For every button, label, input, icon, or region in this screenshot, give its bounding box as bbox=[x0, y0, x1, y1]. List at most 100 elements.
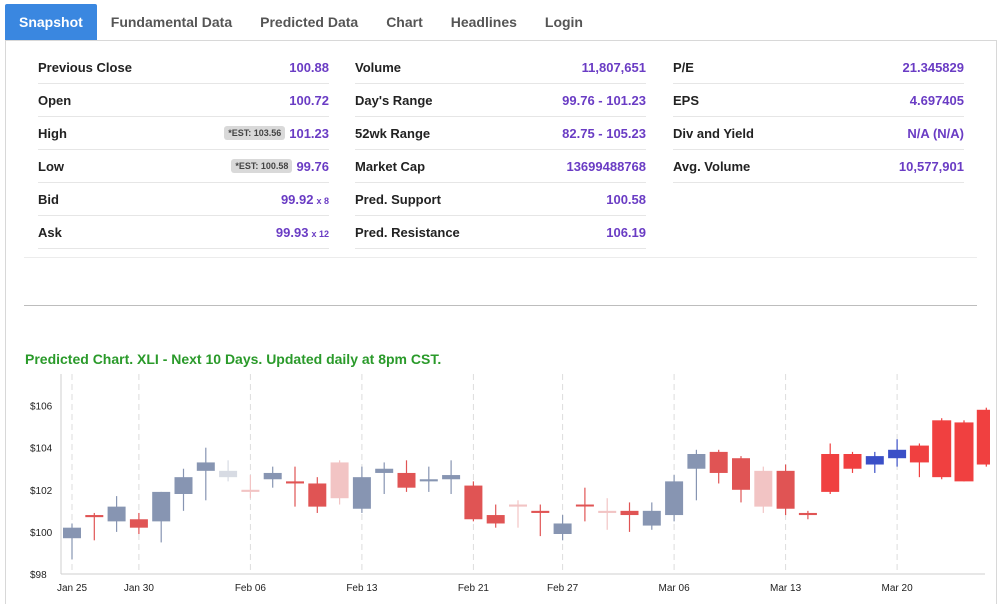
quote-column-2: Volume 11,807,651 Day's Range 99.76 - 101.… bbox=[355, 51, 646, 249]
candle-body bbox=[486, 515, 505, 524]
candle-body bbox=[798, 512, 817, 516]
stat-value: 99.93 x 12 bbox=[275, 224, 329, 240]
tab-snapshot[interactable]: Snapshot bbox=[5, 4, 97, 41]
stat-value: 21.345829 bbox=[902, 59, 964, 75]
stat-row-pe: P/E 21.345829 bbox=[673, 51, 964, 84]
stat-label: P/E bbox=[673, 59, 694, 75]
stat-label: Pred. Resistance bbox=[355, 224, 460, 240]
y-tick-label: $100 bbox=[30, 528, 53, 539]
estimate-badge: *EST: 103.56 bbox=[224, 126, 286, 140]
stat-value: 99.92 x 8 bbox=[280, 191, 329, 207]
candle-body bbox=[196, 462, 215, 471]
quote-column-3: P/E 21.345829 EPS 4.697405 Div and Yield N/… bbox=[673, 51, 964, 183]
candle-body bbox=[352, 477, 371, 509]
y-tick-label: $106 bbox=[30, 402, 53, 413]
stat-row-days-range: Day's Range 99.76 - 101.23 bbox=[355, 84, 646, 117]
x-tick-label: Feb 27 bbox=[547, 583, 579, 594]
candle-body bbox=[397, 472, 416, 488]
x-tick-label: Mar 13 bbox=[770, 583, 802, 594]
tab-predicted-data[interactable]: Predicted Data bbox=[260, 14, 359, 30]
stat-row-pred-support: Pred. Support 100.58 bbox=[355, 183, 646, 216]
candle-body bbox=[375, 468, 394, 473]
tab-login[interactable]: Login bbox=[544, 14, 583, 30]
candle-body bbox=[308, 483, 327, 507]
y-tick-label: $102 bbox=[30, 486, 53, 497]
stat-value: 100.58 bbox=[606, 191, 646, 207]
stat-value: 106.19 bbox=[606, 224, 646, 240]
tab-headlines[interactable]: Headlines bbox=[450, 14, 517, 30]
stat-value: 13699488768 bbox=[566, 158, 646, 174]
stat-label: Div and Yield bbox=[673, 125, 754, 141]
candle-body bbox=[241, 489, 260, 492]
x-tick-label: Mar 06 bbox=[659, 583, 691, 594]
stat-label: High bbox=[38, 125, 67, 141]
candle-body bbox=[732, 458, 750, 490]
candle-body bbox=[932, 420, 952, 478]
candle-body bbox=[865, 456, 884, 465]
stat-value: 100.72 bbox=[289, 92, 329, 108]
tab-divider bbox=[5, 40, 997, 41]
y-tick-label: $104 bbox=[30, 444, 53, 455]
candle-body bbox=[687, 454, 706, 469]
candle-body bbox=[709, 451, 728, 473]
x-tick-label: Feb 21 bbox=[458, 583, 490, 594]
x-tick-label: Mar 20 bbox=[882, 583, 914, 594]
candle-body bbox=[509, 504, 527, 507]
stat-label: EPS bbox=[673, 92, 700, 108]
stat-row-bid: Bid 99.92 x 8 bbox=[38, 183, 329, 216]
stat-value: 11,807,651 bbox=[581, 59, 646, 75]
stat-row-avg-volume: Avg. Volume 10,577,901 bbox=[673, 150, 964, 183]
candle-body bbox=[63, 527, 81, 539]
size-suffix: x 8 bbox=[316, 195, 329, 206]
candle-body bbox=[85, 515, 104, 518]
candle-body bbox=[464, 485, 483, 520]
candle-body bbox=[954, 422, 974, 482]
stat-label: Ask bbox=[38, 224, 62, 240]
candle-body bbox=[107, 506, 126, 522]
stat-value: 4.697405 bbox=[909, 92, 964, 108]
stat-value: 99.76 - 101.23 bbox=[562, 92, 646, 108]
candle-body bbox=[598, 510, 617, 513]
tab-bar: Snapshot Fundamental Data Predicted Data… bbox=[5, 4, 597, 41]
stat-row-open: Open 100.72 bbox=[38, 84, 329, 117]
stat-value: 10,577,901 bbox=[898, 158, 964, 174]
candle-body bbox=[642, 510, 661, 526]
candle-body bbox=[553, 523, 572, 534]
stat-label: Previous Close bbox=[38, 59, 132, 75]
stat-label: Open bbox=[38, 92, 72, 108]
x-tick-label: Jan 30 bbox=[124, 583, 154, 594]
divider bbox=[24, 257, 977, 258]
stat-row-52wk-range: 52wk Range 82.75 - 105.23 bbox=[355, 117, 646, 150]
candle-body bbox=[442, 475, 461, 480]
stat-row-div-yield: Div and Yield N/A (N/A) bbox=[673, 117, 964, 150]
candle-body bbox=[620, 510, 639, 516]
stat-row-previous-close: Previous Close 100.88 bbox=[38, 51, 329, 84]
x-tick-label: Feb 13 bbox=[346, 583, 378, 594]
stat-label: Avg. Volume bbox=[673, 158, 751, 174]
stat-label: Bid bbox=[38, 191, 59, 207]
stat-label: 52wk Range bbox=[355, 125, 431, 141]
stat-label: Volume bbox=[355, 59, 401, 75]
stat-label: Low bbox=[38, 158, 64, 174]
candle-body bbox=[152, 491, 171, 522]
x-tick-label: Jan 25 bbox=[57, 583, 87, 594]
candle-body bbox=[174, 477, 193, 494]
divider bbox=[24, 305, 977, 306]
tab-chart[interactable]: Chart bbox=[386, 14, 423, 30]
quote-column-1: Previous Close 100.88 Open 100.72 High *EST… bbox=[38, 51, 329, 249]
candle-body bbox=[286, 481, 304, 484]
candle-body bbox=[419, 479, 438, 482]
candle-body bbox=[909, 445, 929, 463]
stat-value: *EST: 103.56 101.23 bbox=[224, 126, 329, 141]
stat-value: 100.88 bbox=[289, 59, 329, 75]
chart-title: Predicted Chart. XLI - Next 10 Days. Upd… bbox=[25, 351, 442, 367]
stat-label: Pred. Support bbox=[355, 191, 441, 207]
candle-body bbox=[129, 519, 148, 528]
candle-body bbox=[776, 470, 795, 509]
stat-row-pred-resistance: Pred. Resistance 106.19 bbox=[355, 216, 646, 249]
candle-body bbox=[263, 472, 282, 480]
x-tick-label: Feb 06 bbox=[235, 583, 267, 594]
candle-body bbox=[330, 462, 349, 499]
tab-fundamental-data[interactable]: Fundamental Data bbox=[110, 14, 233, 30]
candlestick-chart: $98 $100 $102 $104 $106 Jan 25 Jan 30 Feb 06 Feb… bbox=[30, 374, 990, 594]
